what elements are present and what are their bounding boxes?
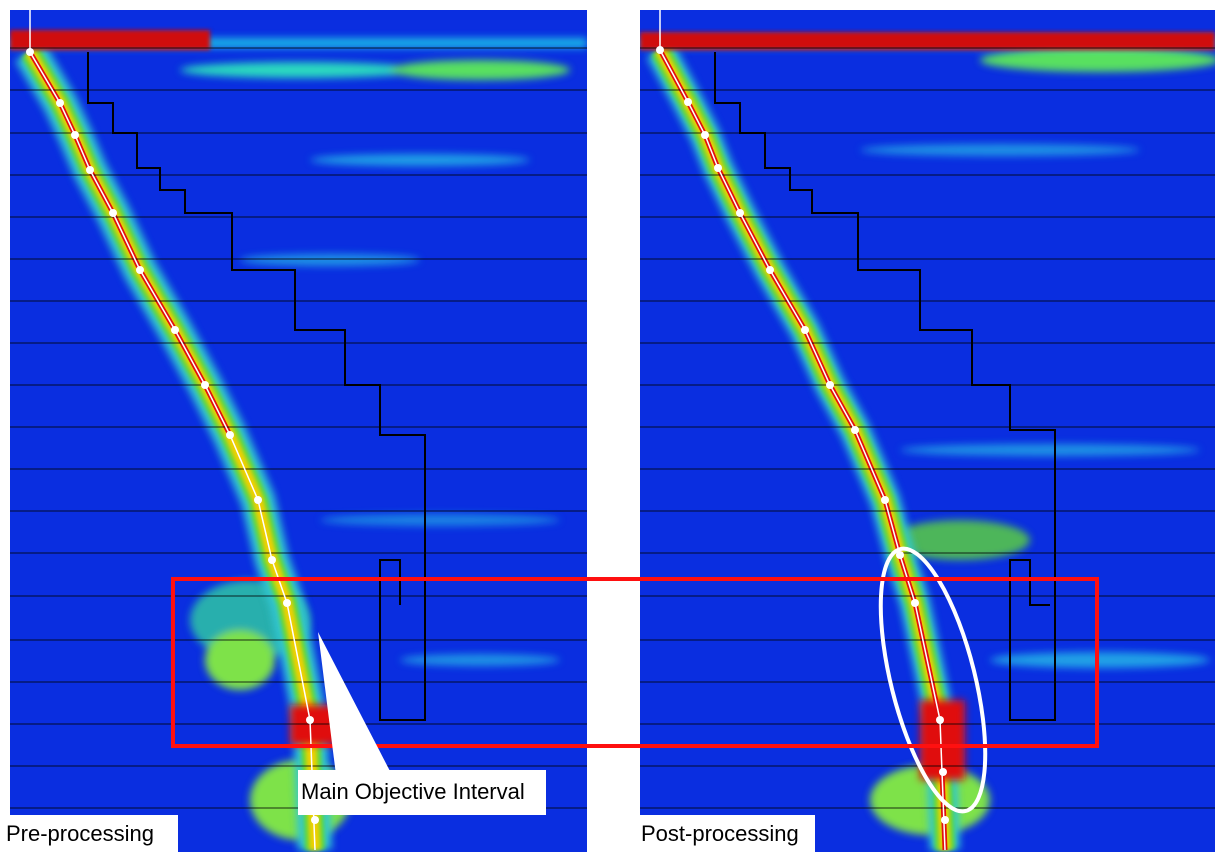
left-panel	[10, 10, 587, 852]
panel-label: Post-processing	[641, 821, 799, 846]
right-panel	[640, 10, 1220, 852]
figure: Main Objective Interval Pre-processing P…	[0, 0, 1223, 855]
page: {"panels": [{"label": "Pre-processing"},…	[0, 0, 1223, 855]
callout-label: Main Objective Interval	[301, 779, 525, 804]
panel-label: Pre-processing	[6, 821, 154, 846]
